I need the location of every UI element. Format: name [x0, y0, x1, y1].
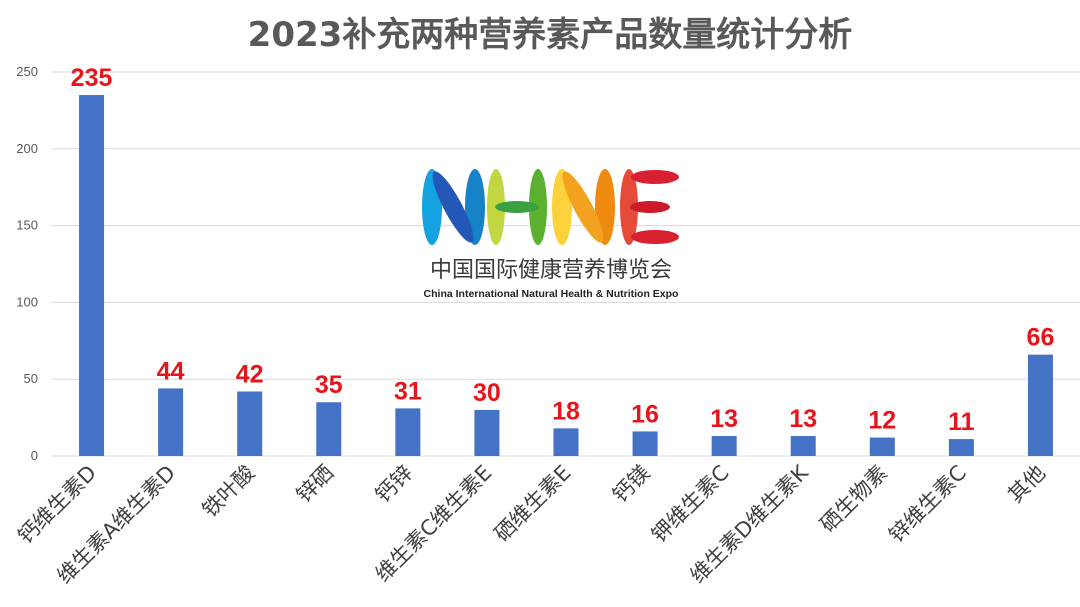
bar — [1027, 354, 1053, 456]
data-label: 235 — [71, 64, 113, 92]
chart-title: 2023补充两种营养素产品数量统计分析 — [248, 15, 853, 55]
bar — [395, 408, 421, 456]
y-tick-label: 250 — [16, 64, 38, 79]
data-label: 12 — [868, 407, 896, 435]
logo-letter-n2 — [552, 169, 615, 245]
bar — [869, 437, 895, 456]
data-label: 16 — [631, 400, 659, 428]
data-label: 30 — [473, 379, 501, 407]
y-tick-label: 200 — [16, 141, 38, 156]
logo-english-name: China International Natural Health & Nut… — [424, 288, 679, 300]
data-label: 66 — [1027, 324, 1055, 352]
x-tick-label: 其他 — [1003, 461, 1050, 508]
x-tick-label: 钙镁 — [608, 461, 655, 508]
bar — [237, 391, 263, 456]
y-tick-label: 0 — [31, 448, 38, 463]
data-label: 44 — [157, 357, 185, 385]
data-label: 18 — [552, 397, 580, 425]
data-labels: 235 44 42 35 31 30 18 16 13 13 12 11 66 — [71, 64, 1055, 436]
bar — [632, 431, 658, 456]
x-tick-label: 锌硒 — [292, 461, 339, 508]
nhne-logo: 中国国际健康营养博览会 China International Natural … — [422, 169, 679, 300]
logo-letter-h — [487, 169, 547, 245]
bar — [158, 388, 184, 456]
data-label: 35 — [315, 371, 343, 399]
bar — [948, 439, 974, 456]
bar — [790, 436, 816, 456]
logo-letter-e — [620, 169, 679, 245]
y-axis-ticks: 0 50 100 150 200 250 — [16, 64, 38, 463]
data-label: 31 — [394, 377, 422, 405]
x-tick-label: 铁叶酸 — [198, 461, 260, 523]
logo-letter-n1 — [422, 169, 485, 245]
x-tick-label: 锌维生素C — [884, 461, 971, 548]
data-label: 11 — [948, 408, 975, 436]
bar — [316, 402, 342, 456]
bar — [711, 436, 737, 456]
gridlines — [52, 71, 1080, 457]
y-tick-label: 150 — [16, 218, 38, 233]
data-label: 42 — [236, 360, 264, 388]
bars — [79, 95, 1053, 456]
x-tick-label: 钙锌 — [371, 461, 418, 508]
x-tick-label: 硒维生素E — [490, 461, 576, 547]
bar — [474, 409, 500, 456]
logo-chinese-name: 中国国际健康营养博览会 — [430, 258, 672, 283]
bar — [79, 95, 105, 456]
y-tick-label: 50 — [24, 371, 38, 386]
y-tick-label: 100 — [16, 294, 38, 309]
data-label: 13 — [710, 405, 738, 433]
bar — [553, 428, 579, 456]
x-tick-label: 硒生物素 — [815, 461, 891, 537]
data-label: 13 — [789, 405, 817, 433]
